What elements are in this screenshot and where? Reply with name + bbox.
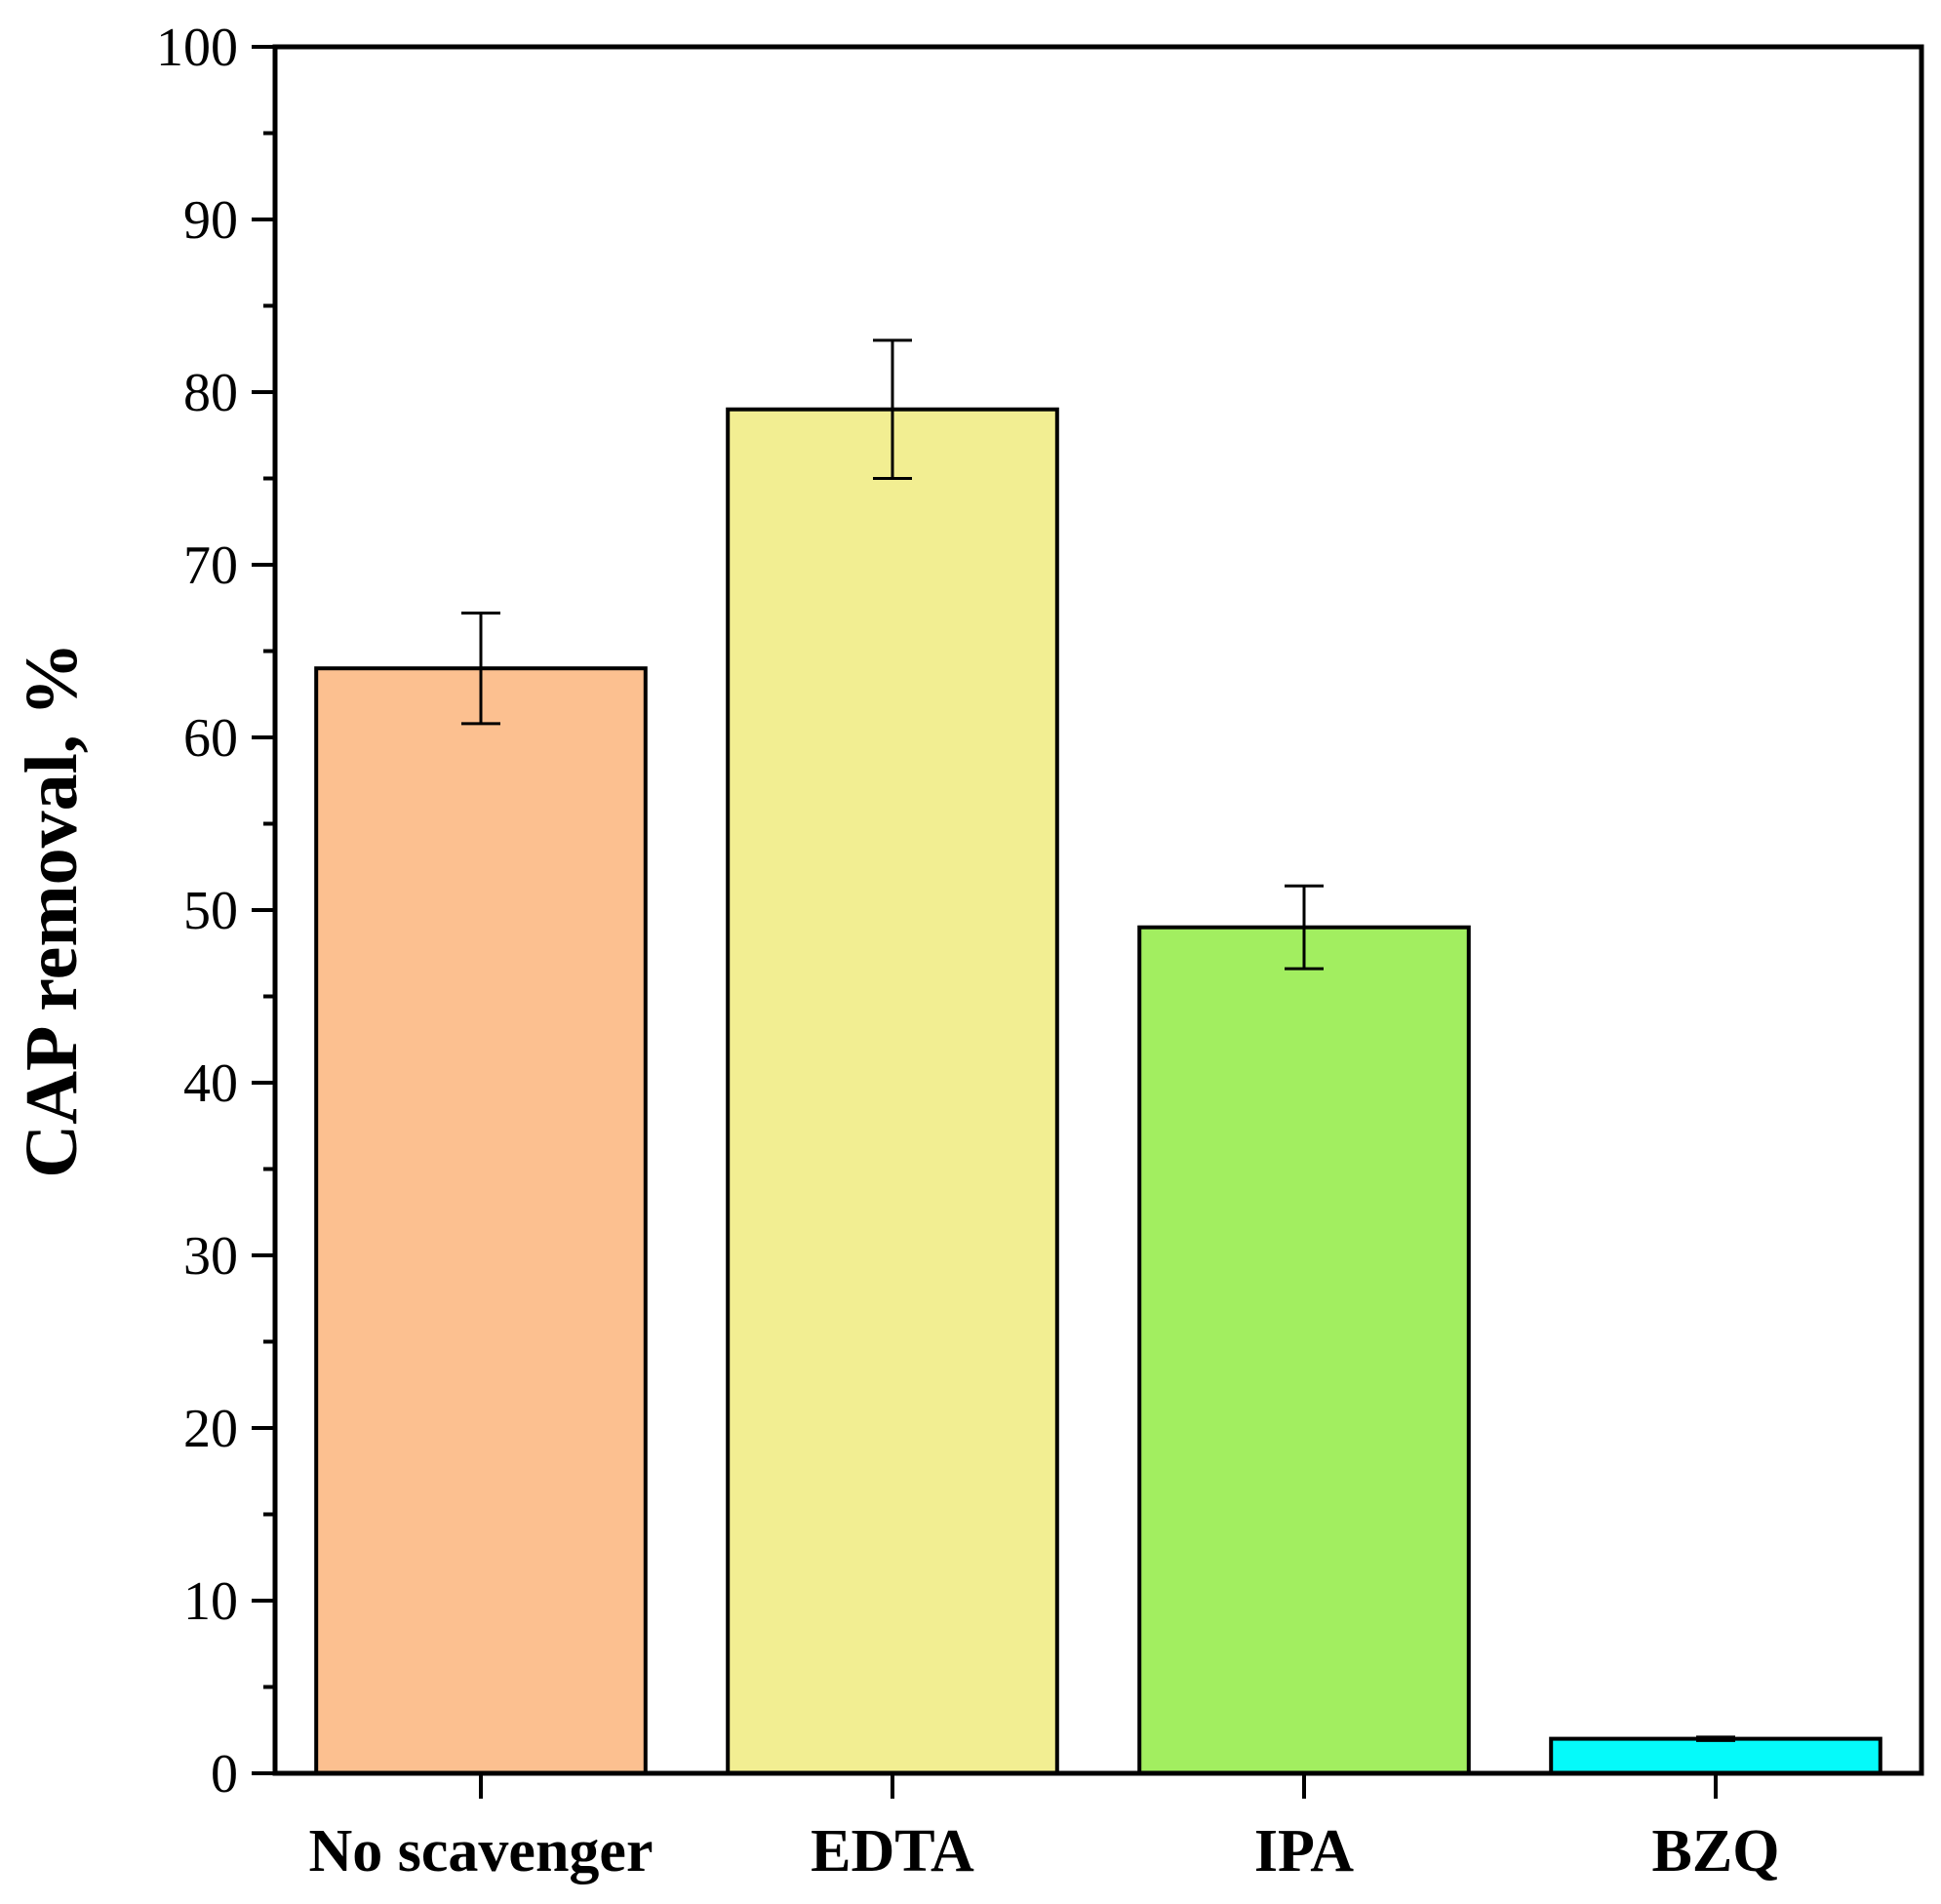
- y-axis-title: CAP removal, %: [11, 642, 93, 1178]
- bar-ipa: [1137, 925, 1471, 1775]
- x-tick-label-edta: EDTA: [811, 1818, 974, 1884]
- y-axis: 0 10 20 30 40 50 60 70 80 90 100: [156, 18, 275, 1805]
- x-tick-label-ipa: IPA: [1254, 1818, 1354, 1884]
- y-tick-label: 100: [156, 18, 238, 78]
- error-bar-no-scavenger: [461, 612, 500, 726]
- error-bars-layer: [461, 338, 1735, 1742]
- bar-no-scavenger: [314, 666, 648, 1776]
- bars-layer: [314, 407, 1882, 1776]
- y-tick-label: 60: [183, 708, 238, 769]
- y-tick-label: 80: [183, 363, 238, 423]
- y-tick-label: 70: [183, 536, 238, 596]
- x-axis: No scavenger EDTA IPA BZQ: [309, 1773, 1780, 1884]
- bar-bzq: [1549, 1736, 1882, 1775]
- error-bar-edta: [873, 338, 912, 480]
- y-tick-label: 30: [183, 1226, 238, 1287]
- y-tick-label: 10: [183, 1571, 238, 1632]
- y-tick-label: 90: [183, 190, 238, 251]
- error-bar-bzq: [1696, 1735, 1735, 1742]
- error-bar-ipa: [1285, 884, 1324, 971]
- y-tick-label: 50: [183, 881, 238, 941]
- y-tick-label: 0: [211, 1744, 238, 1805]
- bar-edta: [726, 407, 1059, 1776]
- y-tick-label: 20: [183, 1399, 238, 1459]
- y-tick-label: 40: [183, 1053, 238, 1114]
- x-tick-label-bzq: BZQ: [1652, 1818, 1780, 1884]
- x-tick-label-no-scavenger: No scavenger: [309, 1818, 654, 1884]
